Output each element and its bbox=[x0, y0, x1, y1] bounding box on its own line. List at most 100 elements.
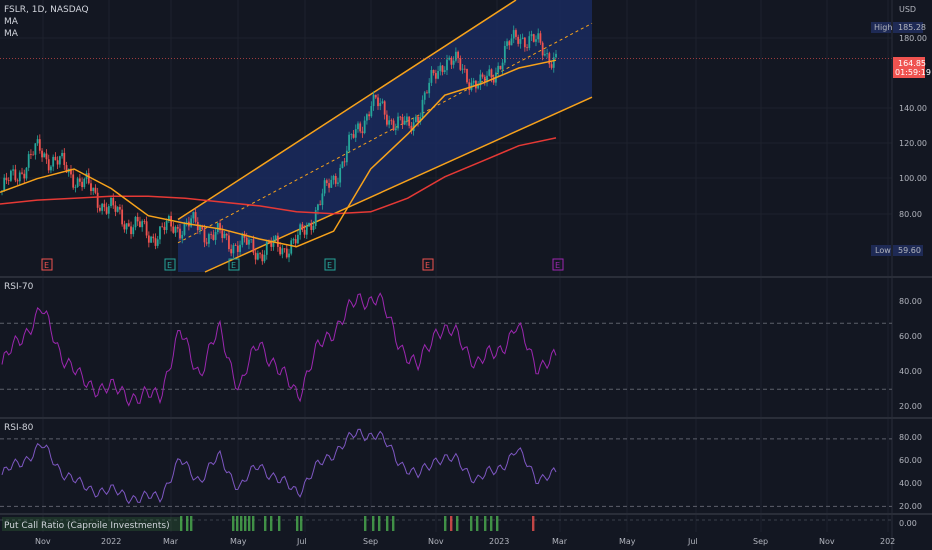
candle-body bbox=[372, 94, 375, 107]
candle-body bbox=[319, 204, 322, 206]
rsi70-title[interactable]: RSI-70 bbox=[4, 282, 34, 292]
candle-body bbox=[294, 239, 297, 244]
candle-body bbox=[199, 226, 201, 231]
candle-body bbox=[310, 223, 313, 230]
candle-body bbox=[555, 53, 557, 58]
rsi80-title[interactable]: RSI-80 bbox=[4, 423, 34, 433]
candle-body bbox=[36, 139, 39, 144]
pcr-title[interactable]: Put Call Ratio (Caproile Investments) bbox=[4, 521, 170, 531]
candle-body bbox=[354, 129, 357, 138]
channel-middle-line[interactable] bbox=[177, 22, 593, 244]
candle-body bbox=[314, 210, 317, 226]
candle-body bbox=[499, 65, 502, 70]
candle-body bbox=[394, 128, 397, 131]
candle-body bbox=[194, 212, 197, 222]
rsi80-pane[interactable] bbox=[0, 428, 892, 507]
pcr-bar bbox=[186, 516, 189, 531]
candle-body bbox=[492, 77, 495, 83]
ma-slow-line bbox=[0, 137, 557, 215]
candle-body bbox=[252, 239, 255, 253]
price-tick: 100.00 bbox=[899, 174, 927, 183]
high-label: High bbox=[874, 23, 892, 32]
candle-body bbox=[472, 80, 475, 83]
candle-body bbox=[357, 123, 359, 130]
price-axis[interactable]: 180.00 140.00 120.00 100.00 80.00 bbox=[899, 34, 927, 219]
candle-body bbox=[43, 153, 46, 158]
candle-body bbox=[61, 152, 63, 157]
candle-body bbox=[105, 207, 108, 214]
candle-body bbox=[279, 246, 282, 255]
candle-body bbox=[359, 123, 362, 132]
candle-body bbox=[479, 74, 482, 86]
rsi80-tick: 40.00 bbox=[899, 479, 922, 488]
candle-body bbox=[212, 234, 215, 240]
candle-body bbox=[163, 226, 166, 231]
indicator-label-ma-1[interactable]: MA bbox=[4, 17, 19, 27]
candle-body bbox=[98, 207, 101, 211]
candle-body bbox=[107, 206, 110, 214]
candle-body bbox=[365, 114, 368, 121]
pcr-bar bbox=[264, 516, 267, 531]
rsi70-tick: 80.00 bbox=[899, 297, 922, 306]
candle-body bbox=[421, 99, 424, 117]
low-value: 59.60 bbox=[898, 246, 921, 255]
candle-body bbox=[130, 226, 132, 235]
candle-body bbox=[34, 143, 37, 155]
candle-body bbox=[165, 220, 168, 231]
candle-body bbox=[303, 229, 306, 235]
put-call-ratio-pane[interactable] bbox=[0, 516, 892, 531]
candle-body bbox=[32, 154, 35, 156]
pcr-bar bbox=[236, 516, 239, 531]
candle-body bbox=[283, 248, 286, 250]
candle-body bbox=[399, 116, 402, 118]
candle-body bbox=[292, 239, 295, 241]
candle-body bbox=[190, 218, 193, 227]
candle-body bbox=[403, 120, 406, 125]
candle-body bbox=[94, 187, 97, 193]
high-badge: High 185.28 bbox=[871, 22, 926, 33]
candle-body bbox=[350, 134, 353, 136]
candle-body bbox=[183, 222, 186, 235]
candle-body bbox=[143, 221, 146, 223]
channel-upper-line[interactable] bbox=[177, 0, 517, 221]
candle-body bbox=[321, 193, 324, 206]
candle-body bbox=[7, 180, 10, 181]
candle-body bbox=[232, 245, 235, 254]
candle-body bbox=[248, 239, 250, 245]
currency-label: USD bbox=[899, 5, 916, 14]
symbol-title[interactable]: FSLR, 1D, NASDAQ bbox=[4, 5, 89, 15]
time-tick: Mar bbox=[163, 537, 179, 546]
candle-body bbox=[256, 253, 259, 260]
candle-body bbox=[325, 180, 328, 184]
time-axis[interactable]: Nov 2022 Mar May Jul Sep Nov 2023 Mar Ma… bbox=[35, 537, 895, 546]
earnings-marker-icon bbox=[228, 258, 240, 271]
candle-body bbox=[136, 216, 139, 222]
candle-body bbox=[114, 205, 117, 212]
candle-body bbox=[181, 234, 184, 239]
pcr-bar bbox=[484, 516, 487, 531]
last-price-value: 164.85 bbox=[898, 59, 926, 68]
candle-body bbox=[381, 101, 384, 103]
candle-body bbox=[537, 33, 540, 40]
candle-body bbox=[290, 240, 293, 254]
candle-body bbox=[208, 234, 210, 244]
price-pane[interactable] bbox=[0, 0, 892, 273]
pcr-bar bbox=[278, 516, 281, 531]
rsi70-pane[interactable] bbox=[0, 292, 892, 407]
candle-body bbox=[443, 70, 446, 72]
time-tick: Nov bbox=[428, 537, 444, 546]
candle-body bbox=[268, 241, 270, 243]
candle-body bbox=[299, 224, 302, 235]
candle-body bbox=[83, 178, 86, 188]
candle-body bbox=[230, 249, 233, 254]
candle-body bbox=[23, 173, 26, 179]
rsi80-tick: 80.00 bbox=[899, 433, 922, 442]
channel-lower-line[interactable] bbox=[204, 96, 593, 273]
candle-body bbox=[176, 226, 179, 229]
time-tick: Mar bbox=[552, 537, 568, 546]
candle-body bbox=[543, 54, 546, 56]
pcr-bar bbox=[240, 516, 243, 531]
indicator-label-ma-2[interactable]: MA bbox=[4, 29, 19, 39]
candle-body bbox=[228, 235, 230, 250]
candle-body bbox=[270, 242, 273, 247]
